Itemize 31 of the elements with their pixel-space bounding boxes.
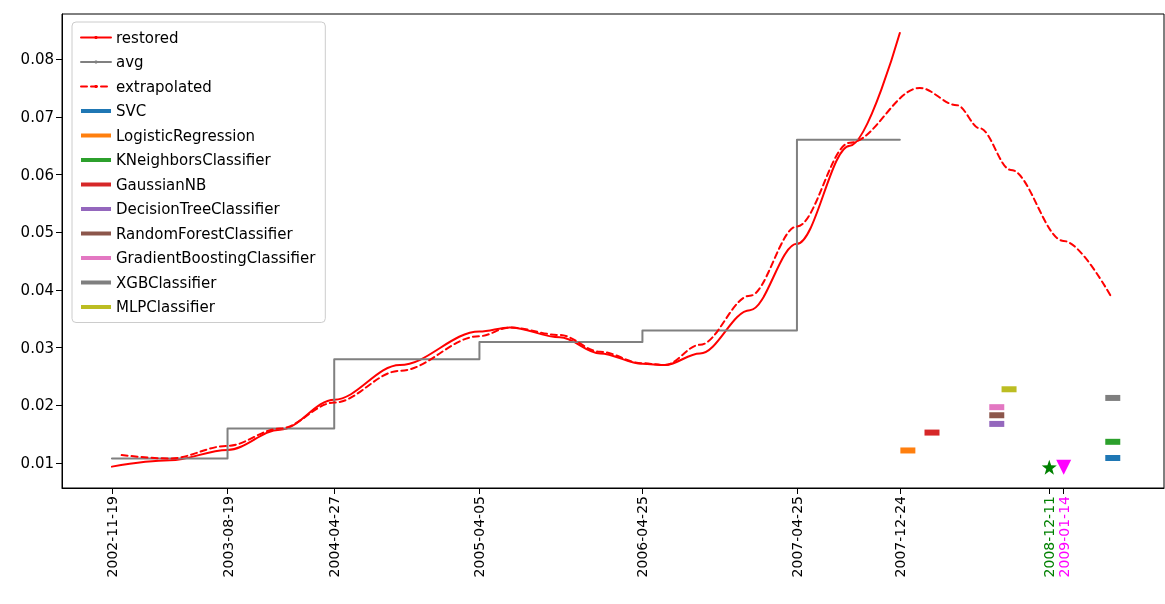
x-tick-label: 2006-04-25	[634, 496, 651, 578]
legend-label: MLPClassifier	[116, 298, 216, 316]
y-tick-label: 0.07	[20, 107, 54, 126]
legend-label: GradientBoostingClassifier	[116, 249, 317, 267]
legend-label: restored	[116, 28, 179, 47]
x-tick-label: 2002-11-19	[103, 496, 120, 578]
legend-label: extrapolated	[116, 77, 212, 96]
x-tick-label: 2003-08-19	[219, 496, 236, 578]
legend-label: DecisionTreeClassifier	[116, 200, 281, 218]
legend-label: RandomForestClassifier	[116, 224, 294, 243]
y-tick-label: 0.08	[20, 50, 54, 69]
legend-label: SVC	[116, 102, 147, 120]
y-tick-label: 0.01	[20, 454, 54, 473]
y-tick-label: 0.04	[20, 280, 54, 299]
x-tick-label: 2007-04-25	[788, 496, 805, 578]
x-tick-label: 2005-04-05	[471, 496, 488, 578]
x-tick-label: 2004-04-27	[326, 496, 343, 578]
legend-label: GaussianNB	[116, 175, 207, 194]
legend-label: KNeighborsClassifier	[116, 151, 272, 169]
legend-label: LogisticRegression	[116, 126, 256, 145]
y-tick-label: 0.02	[20, 396, 54, 415]
point	[1041, 459, 1057, 475]
legend-label: XGBClassifier	[116, 273, 218, 292]
y-tick-label: 0.03	[20, 338, 54, 357]
y-tick-label: 0.06	[20, 165, 54, 184]
point	[1056, 459, 1072, 475]
x-tick-label: 2007-12-24	[891, 495, 908, 578]
y-tick-label: 0.05	[20, 223, 54, 242]
x-tick-label: 2009-01-14	[1055, 495, 1072, 578]
legend-label: avg	[116, 53, 144, 71]
x-tick-label: 2008-12-11	[1041, 496, 1058, 578]
